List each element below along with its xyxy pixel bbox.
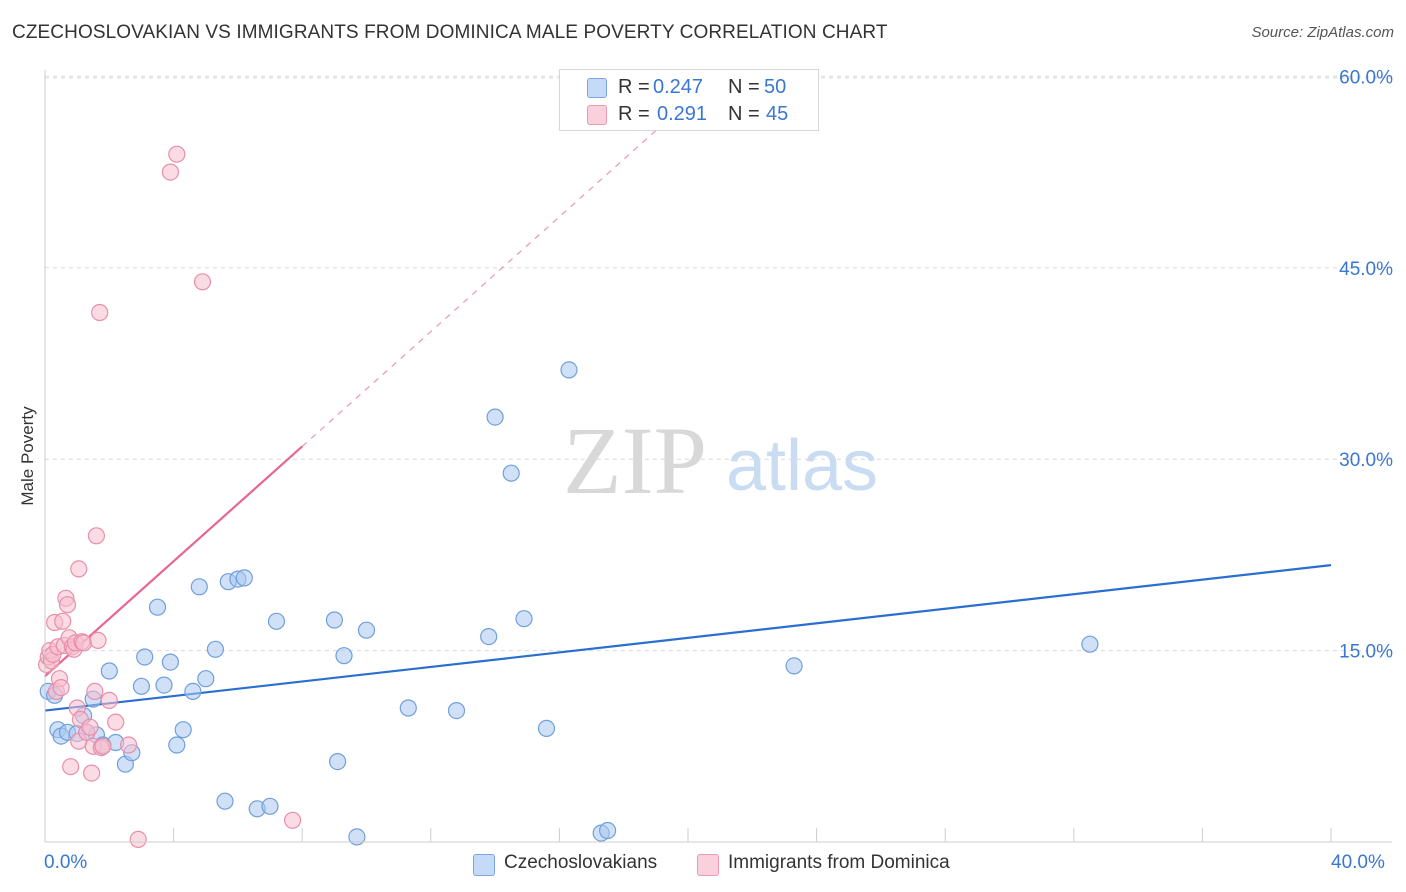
- legend-box: R = 0.247 N = 50 R = 0.291 N = 45: [559, 69, 819, 131]
- czechoslovakian-point: [480, 627, 498, 646]
- czechoslovakian-point: [560, 361, 578, 379]
- legend-r-label: R =: [618, 103, 650, 125]
- x-tick-max: 40.0%: [1331, 852, 1385, 873]
- watermark-zip: ZIP: [563, 407, 707, 514]
- czechoslovakian-point: [399, 699, 417, 717]
- dominica-point: [86, 682, 104, 701]
- czechoslovakian-point: [155, 676, 173, 694]
- czechoslovakian-point: [197, 670, 215, 688]
- czechoslovakian-point: [486, 408, 504, 426]
- y-tick-label: 30.0%: [1339, 450, 1393, 471]
- x-tick-min: 0.0%: [44, 852, 88, 873]
- czechoslovakian-point: [161, 653, 179, 671]
- czechoslovakian-point: [502, 464, 520, 482]
- dominica-point: [284, 811, 302, 829]
- legend-row-czechoslovakians: R = 0.247 N = 50: [560, 76, 818, 100]
- czechoslovakian-point: [216, 792, 234, 810]
- dominica-point: [91, 303, 109, 322]
- czechoslovakian-point: [184, 682, 202, 701]
- czechoslovakian-point: [100, 662, 118, 680]
- legend-n-label: N =: [728, 76, 760, 98]
- czechoslovakian-point: [598, 821, 617, 840]
- czechoslovakian-point: [261, 797, 279, 815]
- dominica-point: [89, 631, 107, 650]
- bottom-legend-swatch-pink: [697, 854, 719, 876]
- czechoslovakian-point: [348, 828, 366, 846]
- czechoslovakian-trendline: [44, 564, 1332, 712]
- watermark-atlas: atlas: [726, 426, 878, 506]
- dominica-point: [129, 830, 147, 849]
- dominica-point: [161, 163, 179, 181]
- legend-n-label: N =: [728, 103, 760, 125]
- legend-r-value: 0.291: [657, 103, 708, 125]
- czechoslovakian-point: [136, 648, 154, 666]
- czechoslovakian-point: [132, 677, 150, 695]
- dominica-point: [82, 764, 101, 782]
- czechoslovakian-point: [537, 719, 556, 738]
- legend-r-value: 0.247: [653, 76, 704, 98]
- legend-swatch-pink: [587, 105, 607, 125]
- czechoslovakian-point: [206, 640, 224, 658]
- czechoslovakian-point: [357, 621, 376, 639]
- dominica-point: [87, 527, 106, 545]
- dominica-trendline-extension: [301, 101, 689, 447]
- czechoslovakian-point: [168, 736, 186, 754]
- y-tick-label: 60.0%: [1339, 67, 1393, 88]
- dominica-point: [193, 273, 212, 291]
- watermark: ZIP atlas: [563, 407, 878, 514]
- czechoslovakian-point: [335, 647, 353, 665]
- grid-layer: [45, 75, 1392, 652]
- czechoslovakian-point: [235, 569, 253, 587]
- points-layer: [37, 145, 1099, 849]
- legend-swatch-blue: [587, 78, 607, 98]
- chart-title: CZECHOSLOVAKIAN VS IMMIGRANTS FROM DOMIN…: [12, 22, 888, 43]
- czechoslovakian-point: [329, 752, 347, 771]
- dominica-point: [70, 560, 88, 578]
- axis-layer: 15.0% 30.0% 45.0% 60.0%: [44, 67, 1393, 843]
- dominica-point: [120, 736, 138, 754]
- legend-r-label: R =: [618, 76, 650, 98]
- y-tick-label: 15.0%: [1339, 642, 1393, 663]
- dominica-point: [62, 758, 80, 776]
- dominica-point: [52, 678, 70, 697]
- dominica-point: [168, 145, 186, 163]
- czechoslovakian-point: [267, 612, 286, 630]
- czechoslovakian-point: [447, 701, 466, 720]
- dominica-point: [100, 691, 118, 710]
- czechoslovakian-point: [174, 721, 192, 739]
- legend-n-value: 45: [766, 103, 789, 125]
- bottom-legend-swatch-blue: [473, 854, 495, 876]
- czechoslovakian-point: [190, 578, 208, 596]
- czechoslovakian-point: [1081, 635, 1099, 653]
- dominica-point: [107, 713, 125, 731]
- dominica-point: [74, 634, 93, 652]
- bottom-legend-label: Immigrants from Dominica: [728, 852, 950, 873]
- dominica-point: [58, 596, 77, 614]
- legend-n-value: 50: [764, 76, 787, 98]
- czechoslovakian-point: [325, 611, 343, 629]
- y-axis-label: Male Poverty: [18, 406, 37, 506]
- czechoslovakian-point: [515, 610, 533, 628]
- source-label: Source: ZipAtlas.com: [1251, 24, 1394, 41]
- legend-row-dominica: R = 0.291 N = 45: [560, 103, 818, 127]
- dominica-point: [54, 612, 72, 630]
- dominica-point: [81, 718, 99, 736]
- czechoslovakian-point: [148, 598, 167, 616]
- czechoslovakian-point: [785, 657, 803, 675]
- y-tick-label: 45.0%: [1339, 259, 1393, 280]
- bottom-legend-label: Czechoslovakians: [504, 852, 658, 873]
- dominica-point: [94, 737, 112, 755]
